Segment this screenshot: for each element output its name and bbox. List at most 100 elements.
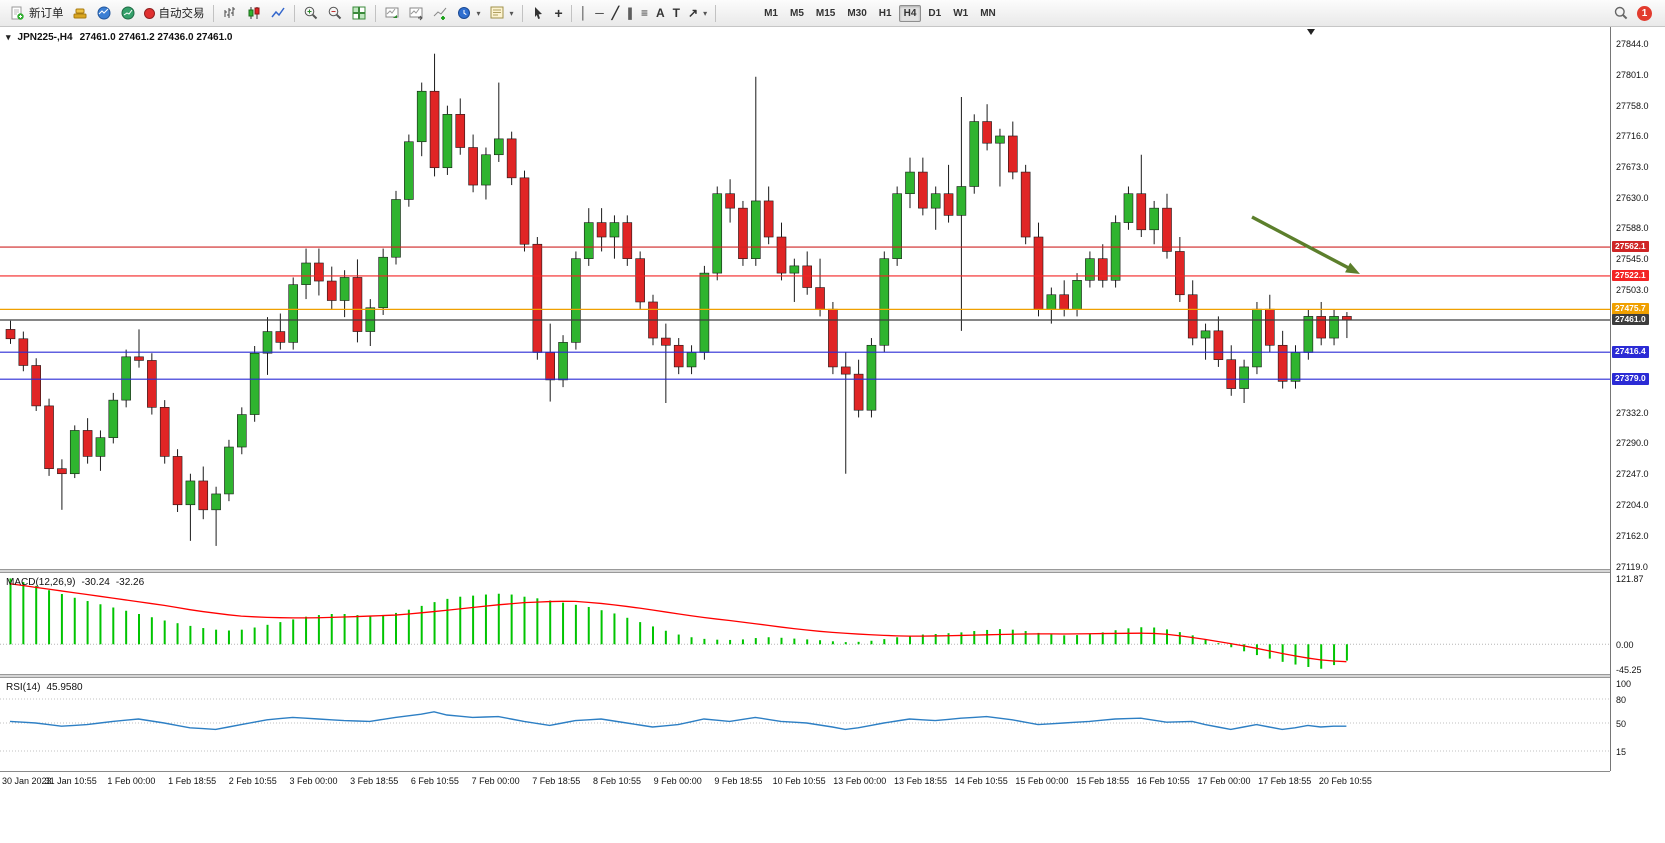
price-axis-label: 27630.0 [1616, 193, 1649, 204]
timeframe-h1-button[interactable]: H1 [878, 7, 892, 19]
candle-body [1329, 316, 1339, 339]
price-axis-label: 27204.0 [1616, 500, 1649, 511]
price-axis-label: 27503.0 [1616, 284, 1649, 295]
candle-body [982, 121, 992, 144]
navigator-button[interactable] [116, 2, 140, 24]
auto-scroll-button[interactable] [380, 2, 404, 24]
timeframe-w1-button[interactable]: W1 [953, 7, 969, 19]
time-axis-label: 9 Feb 18:55 [714, 776, 763, 786]
candle-body [1110, 222, 1121, 281]
time-axis-label: 9 Feb 00:00 [653, 776, 702, 786]
candle-body [1020, 171, 1031, 238]
chart-shift-marker[interactable] [1307, 29, 1315, 35]
trendline-icon: ╱ [611, 6, 619, 20]
price-tag-27461.0: 27461.0 [1612, 314, 1649, 326]
candle-body [1175, 251, 1185, 296]
bar-chart-mode-button[interactable] [218, 2, 242, 24]
timeframe-m15-button[interactable]: M15 [815, 7, 836, 19]
price-tag-27379.0: 27379.0 [1612, 373, 1649, 385]
rsi-value: 45.9580 [46, 682, 83, 693]
trendline-tool-button[interactable]: ╱ [608, 2, 623, 24]
candle-body [1213, 330, 1224, 361]
periods-button[interactable]: ▾ [452, 2, 485, 24]
time-axis-label: 3 Feb 18:55 [350, 776, 399, 786]
tile-windows-button[interactable] [347, 2, 371, 24]
time-axis[interactable]: 30 Jan 2023 31 Jan 10:55 1 Feb 00:00 1 Feb … [0, 771, 1610, 792]
candle-body [249, 352, 260, 415]
crosshair-button[interactable]: + [551, 2, 567, 24]
panel-separator[interactable] [0, 569, 1665, 573]
dropdown-icon: ▾ [476, 8, 481, 18]
horizontal-line-tool-button[interactable]: ─ [591, 2, 608, 24]
timeframe-d1-button[interactable]: D1 [928, 7, 942, 19]
market-watch-button[interactable] [68, 2, 92, 24]
cursor-button[interactable] [527, 2, 551, 24]
collapse-panel-icon[interactable]: ▾ [6, 32, 11, 42]
line-chart-mode-button[interactable] [266, 2, 290, 24]
candle-body [699, 272, 710, 353]
candle-body [750, 200, 761, 259]
timeframe-mn-button[interactable]: MN [980, 7, 996, 19]
symbol-title: JPN225-,H4 [17, 32, 73, 43]
zoom-in-button[interactable] [299, 2, 323, 24]
fibonacci-tool-button[interactable]: ≡ [637, 2, 652, 24]
candle-body [82, 430, 93, 457]
blue-globe-icon [97, 6, 110, 20]
price-axis-label: 27545.0 [1616, 254, 1649, 265]
candle-body [712, 193, 723, 274]
rsi-scale-label: 80 [1616, 695, 1627, 705]
candle-body [918, 171, 928, 209]
timeframe-h4-button[interactable]: H4 [898, 4, 922, 22]
new-order-button[interactable]: 新订单 [5, 2, 68, 24]
candle-body [159, 407, 170, 457]
macd-scale-label: 121.87 [1616, 574, 1644, 585]
notification-badge[interactable]: 1 [1637, 5, 1652, 21]
templates-button[interactable]: ▾ [485, 2, 518, 24]
candle-body [763, 200, 774, 238]
candle-body [956, 186, 967, 216]
chart-window: ▾ JPN225-,H4 27461.0 27461.2 27436.0 274… [0, 27, 1665, 843]
indicators-button[interactable] [428, 2, 452, 24]
price-scale[interactable]: 27844.0 27801.0 27758.0 27716.0 27673.0 27630… [1610, 27, 1665, 771]
toolbar-separator [570, 4, 572, 22]
candle-body [5, 329, 16, 340]
price-axis-label: 27162.0 [1616, 530, 1649, 541]
price-axis-label: 27119.0 [1616, 561, 1648, 572]
vertical-line-tool-button[interactable]: │ [576, 2, 592, 24]
zoom-out-button[interactable] [323, 2, 347, 24]
time-axis-label: 2 Feb 10:55 [228, 776, 277, 786]
panel-separator[interactable] [0, 674, 1665, 678]
shapes-tool-button[interactable]: ↗ ▾ [684, 2, 711, 24]
macd-panel-canvas[interactable] [0, 574, 1610, 674]
channel-tool-button[interactable]: ∥ [623, 2, 637, 24]
candle-body [1200, 330, 1211, 339]
auto-trading-label: 自动交易 [158, 8, 205, 20]
candle-body [789, 265, 800, 274]
trend-arrow-line[interactable] [1251, 215, 1353, 272]
candle-body [725, 193, 735, 209]
toolbar-separator [212, 4, 214, 22]
text-tool-button[interactable]: A [652, 2, 669, 24]
trend-arrow-head[interactable] [1345, 262, 1360, 274]
cursor-icon [534, 7, 542, 19]
time-axis-label: 30 Jan 2023 [2, 776, 52, 786]
auto-trading-button[interactable]: 自动交易 [140, 2, 209, 24]
search-button[interactable] [1609, 2, 1633, 24]
timeframe-m30-button[interactable]: M30 [847, 7, 867, 19]
main-chart-canvas[interactable] [0, 27, 1610, 569]
data-window-button[interactable] [92, 2, 116, 24]
toolbar-separator [293, 4, 295, 22]
price-axis-label: 27673.0 [1616, 162, 1649, 172]
price-axis-label: 27716.0 [1616, 130, 1649, 141]
candle-body [1316, 316, 1326, 339]
timeframe-m1-button[interactable]: M1 [764, 7, 778, 19]
candle-body [275, 331, 286, 343]
candle-body [532, 243, 543, 353]
chart-shift-button[interactable] [404, 2, 428, 24]
label-tool-button[interactable]: T [669, 2, 684, 24]
candle-body [943, 193, 954, 216]
candlestick-mode-button[interactable] [242, 2, 266, 24]
timeframe-m5-button[interactable]: M5 [789, 7, 804, 19]
rsi-panel-canvas[interactable] [0, 679, 1610, 769]
ohlc-bars-icon [224, 7, 235, 18]
